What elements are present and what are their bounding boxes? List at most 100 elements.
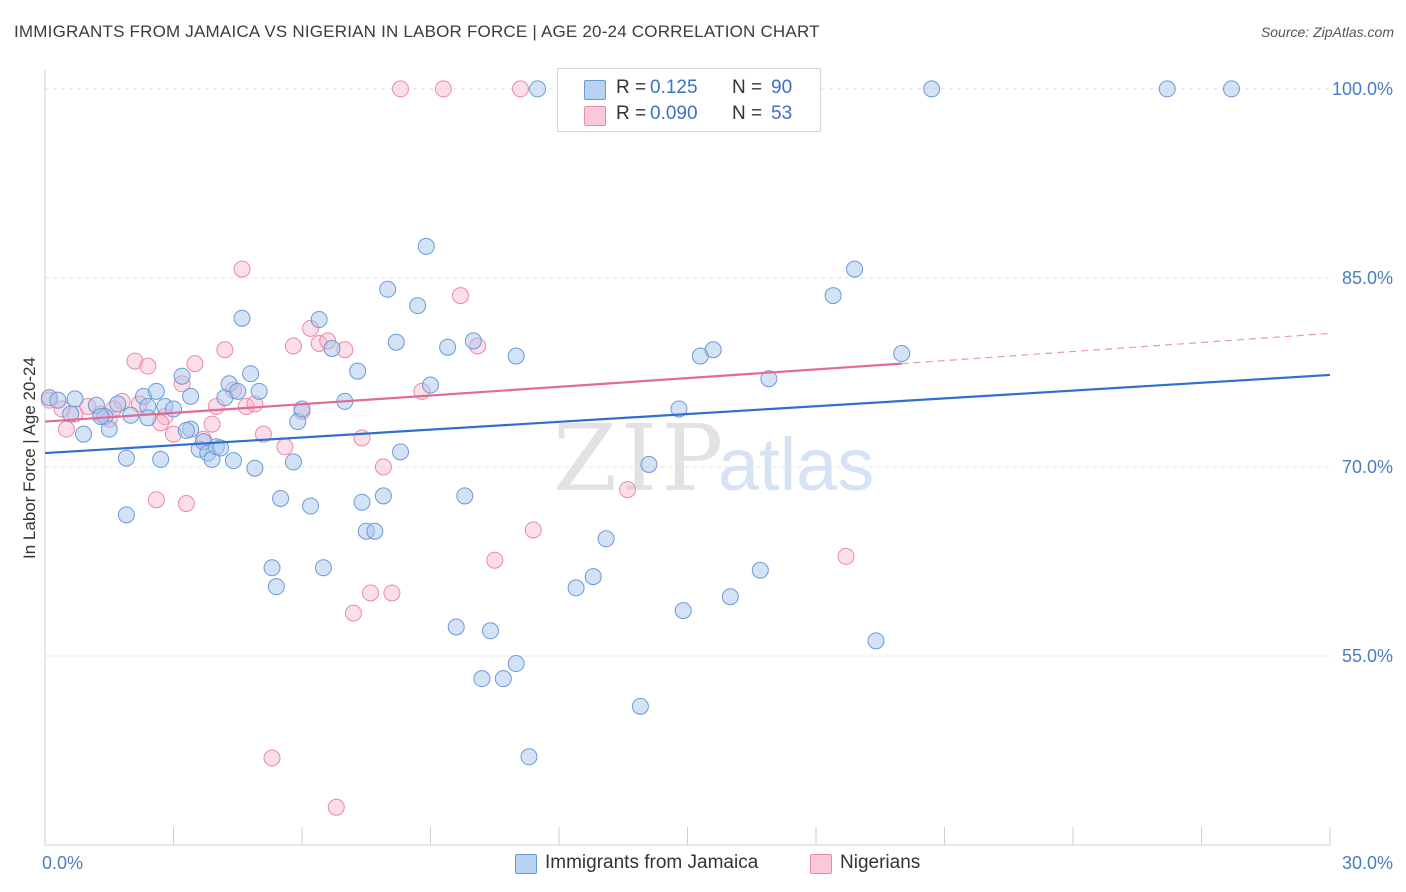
jamaica-point <box>117 506 135 524</box>
jamaica-point <box>1222 80 1240 98</box>
jamaica-point <box>721 588 739 606</box>
jamaica-point <box>233 309 251 327</box>
jamaica-point <box>165 400 182 418</box>
jamaica-point <box>139 409 157 427</box>
jamaica-point <box>640 455 658 473</box>
y-tick-label: 85.0% <box>1342 268 1393 288</box>
jamaica-point <box>481 622 499 640</box>
nigerian-point <box>203 415 221 433</box>
nigerian-point <box>383 584 401 602</box>
trend-lines <box>44 332 1331 455</box>
jamaica-point <box>584 568 602 586</box>
y-tick-label: 70.0% <box>1342 457 1393 477</box>
jamaica-point <box>893 345 911 363</box>
nigerian-point <box>254 425 272 443</box>
source-label: Source: ZipAtlas.com <box>1260 24 1394 40</box>
jamaica-point <box>760 370 778 388</box>
legend-r-value: 0.125 <box>650 77 698 98</box>
jamaica-point <box>824 287 842 305</box>
jamaica-point <box>229 382 247 400</box>
jamaica-point <box>366 522 384 540</box>
watermark: ZIP atlas <box>553 405 874 512</box>
jamaica-point <box>267 578 285 596</box>
jamaica-point <box>409 297 427 315</box>
jamaica-point <box>751 561 769 579</box>
nigerian-point <box>139 357 157 375</box>
bottom-legend-label-jamaica: Immigrants from Jamaica <box>545 852 759 873</box>
nigerian-point <box>186 355 204 373</box>
jamaica-point <box>314 559 332 577</box>
jamaica-point <box>182 387 200 405</box>
jamaica-point <box>349 362 367 380</box>
jamaica-point <box>456 487 474 505</box>
jamaica-point <box>353 493 371 511</box>
legend-swatch-nigerian <box>584 106 606 126</box>
jamaica-point <box>422 376 439 394</box>
jamaica-point <box>212 439 230 457</box>
jamaica-point <box>66 390 84 408</box>
jamaica-point <box>846 260 864 278</box>
jamaica-point <box>473 670 491 688</box>
nigerian-point <box>284 337 302 355</box>
jamaica-point <box>670 400 688 418</box>
tick-labels: 55.0% 70.0% 85.0% 100.0% 0.0% 30.0% <box>42 79 1393 873</box>
nigerian-point <box>147 491 165 509</box>
jamaica-point <box>631 697 649 715</box>
jamaica-points <box>40 80 1240 766</box>
legend-r-value: 0.090 <box>650 103 698 124</box>
jamaica-point <box>109 395 127 413</box>
nigerian-point <box>126 352 144 370</box>
jamaica-point <box>674 602 692 620</box>
nigerian-point <box>276 438 294 456</box>
nigerian-point <box>327 798 345 816</box>
grid <box>45 88 1330 657</box>
jamaica-point <box>447 618 465 636</box>
jamaica-point <box>520 748 538 766</box>
nigerian-point <box>263 749 281 767</box>
jamaica-point <box>867 632 885 650</box>
legend-n-label: N = <box>732 77 763 98</box>
bottom-legend-swatch-jamaica <box>515 854 537 874</box>
jamaica-point <box>1158 80 1176 98</box>
jamaica-point <box>152 450 170 468</box>
jamaica-point <box>147 382 165 400</box>
jamaica-point <box>242 365 260 383</box>
jamaica-point <box>272 489 290 507</box>
nigerian-point <box>233 260 251 278</box>
chart-title: IMMIGRANTS FROM JAMAICA VS NIGERIAN IN L… <box>14 22 820 41</box>
jamaica-point <box>302 497 320 515</box>
jamaica-point <box>323 339 341 357</box>
nigerian-point <box>511 80 529 98</box>
legend-r-label: R = <box>616 103 647 124</box>
jamaica-point <box>177 421 195 439</box>
jamaica-point <box>529 80 547 98</box>
watermark-atlas: atlas <box>718 423 874 506</box>
jamaica-point <box>387 333 405 351</box>
jamaica-point <box>439 338 457 356</box>
bottom-legend-label-nigerian: Nigerians <box>840 852 921 873</box>
nigerian-point <box>451 287 469 305</box>
nigerian-point <box>524 521 542 539</box>
x-tick-label: 30.0% <box>1342 853 1393 873</box>
stats-legend: R = 0.125 N = 90 R = 0.090 N = 53 <box>557 68 821 132</box>
nigerian-point <box>353 429 371 447</box>
jamaica-point <box>379 280 397 298</box>
y-tick-label: 100.0% <box>1332 79 1393 99</box>
nigerian-point <box>486 551 504 569</box>
jamaica-point <box>392 443 410 461</box>
nigerian-point <box>434 80 452 98</box>
y-tick-label: 55.0% <box>1342 646 1393 666</box>
watermark-zip: ZIP <box>553 405 727 512</box>
jamaica-point <box>567 579 585 597</box>
legend-n-value: 53 <box>771 103 793 124</box>
nigerian-point <box>344 604 362 622</box>
legend-swatch-jamaica <box>584 80 606 100</box>
legend-r-label: R = <box>616 77 647 98</box>
nigerian-point <box>392 80 410 98</box>
jamaica-point <box>263 559 281 577</box>
jamaica-point <box>224 452 242 470</box>
nigerian-point <box>216 341 234 359</box>
jamaica-point <box>310 311 328 329</box>
legend-n-value: 90 <box>771 77 793 98</box>
nigerian-point <box>619 481 637 499</box>
